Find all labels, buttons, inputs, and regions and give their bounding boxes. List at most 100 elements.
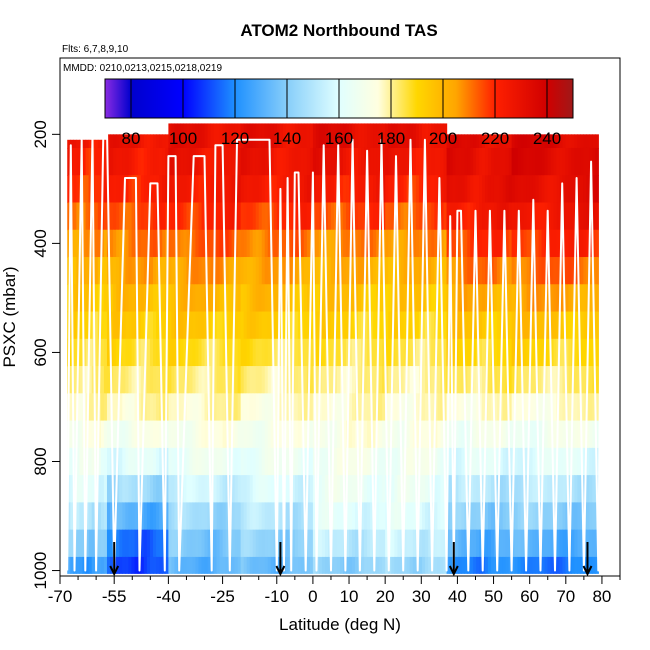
heatmap-cell [210,202,215,231]
heatmap-cell [131,257,136,285]
heatmap-cell [428,529,432,558]
heatmap-cell [261,202,266,231]
heatmap-cell [113,447,117,476]
heatmap-cell [382,202,386,231]
heatmap-cell [479,366,483,394]
heatmap-cell [270,529,275,558]
heatmap-cell [352,420,356,449]
heatmap-cell [553,147,558,176]
heatmap-cell [116,202,120,231]
heatmap-cell [403,229,408,258]
heatmap-cell [418,147,423,176]
heatmap-cell [440,447,445,476]
heatmap-cell [349,556,353,574]
heatmap-cell [125,175,130,204]
heatmap-cell [443,147,448,176]
heatmap-cell [388,147,392,176]
heatmap-cell [146,338,151,367]
heatmap-cell [553,257,558,285]
heatmap-cell [76,393,81,422]
heatmap-cell [204,529,209,558]
heatmap-cell [116,175,120,204]
heatmap-cell [282,257,287,285]
heatmap-cell [255,556,260,574]
heatmap-cell [306,175,311,204]
heatmap-cell [94,393,99,422]
heatmap-cell [315,284,320,313]
heatmap-cell [485,284,489,313]
heatmap-cell [312,123,317,149]
heatmap-cell [103,257,108,285]
heatmap-cell [149,147,154,176]
heatmap-cell [162,175,166,204]
heatmap-cell [73,420,77,449]
heatmap-cell [255,366,260,394]
heatmap-cell [464,284,468,313]
heatmap-cell [352,502,356,531]
heatmap-cell [511,393,516,422]
heatmap-cell [452,147,457,176]
heatmap-cell [458,420,462,449]
heatmap-cell [336,502,341,531]
heatmap-cell [409,123,414,149]
x-axis-label: Latitude (deg N) [279,615,401,634]
heatmap-cell [231,475,236,503]
heatmap-cell [264,284,269,313]
heatmap-cell [467,366,471,394]
heatmap-cell [520,502,525,531]
heatmap-cell [249,502,254,531]
heatmap-cell [88,393,93,422]
heatmap-cell [485,447,489,476]
heatmap-cell [562,502,567,531]
heatmap-cell [267,229,272,258]
colorbar-tick-label: 140 [273,129,301,148]
heatmap-cell [113,393,117,422]
heatmap-cell [496,311,501,340]
heatmap-cell [589,502,593,531]
heatmap-cell [237,475,242,503]
heatmap-cell [520,175,525,204]
heatmap-cell [146,420,151,449]
heatmap-cell [153,556,157,574]
heatmap-cell [246,420,251,449]
heatmap-cell [122,447,126,476]
heatmap-cell [388,229,392,258]
heatmap-cell [225,338,230,367]
heatmap-cell [70,475,74,503]
heatmap-cell [213,338,218,367]
heatmap-cell [364,502,368,531]
heatmap-cell [508,229,513,258]
heatmap-cell [565,338,570,367]
heatmap-cell [210,284,215,313]
heatmap-cell [595,202,599,231]
heatmap-cell [443,366,448,394]
heatmap-cell [70,147,74,176]
heatmap-cell [106,338,111,367]
heatmap-cell [425,147,429,176]
heatmap-cell [538,257,543,285]
heatmap-cell [473,175,477,204]
heatmap-cell [373,338,377,367]
heatmap-cell [490,556,495,574]
heatmap-cell [565,284,570,313]
heatmap-cell [487,147,492,176]
heatmap-cell [222,175,227,204]
heatmap-cell [183,556,188,574]
heatmap-cell [207,502,212,531]
heatmap-cell [73,447,77,476]
heatmap-cell [409,338,414,367]
heatmap-cell [261,311,266,340]
heatmap-cell [204,420,209,449]
heatmap-cell [243,420,248,449]
heatmap-cell [264,556,269,574]
heatmap-cell [473,529,477,558]
heatmap-cell [373,393,377,422]
heatmap-cell [174,529,179,558]
heatmap-cell [425,475,429,503]
heatmap-cell [122,311,126,340]
heatmap-cell [222,311,227,340]
heatmap-cell [379,393,383,422]
heatmap-cell [355,311,359,340]
heatmap-cell [473,147,477,176]
heatmap-cell [94,420,99,449]
